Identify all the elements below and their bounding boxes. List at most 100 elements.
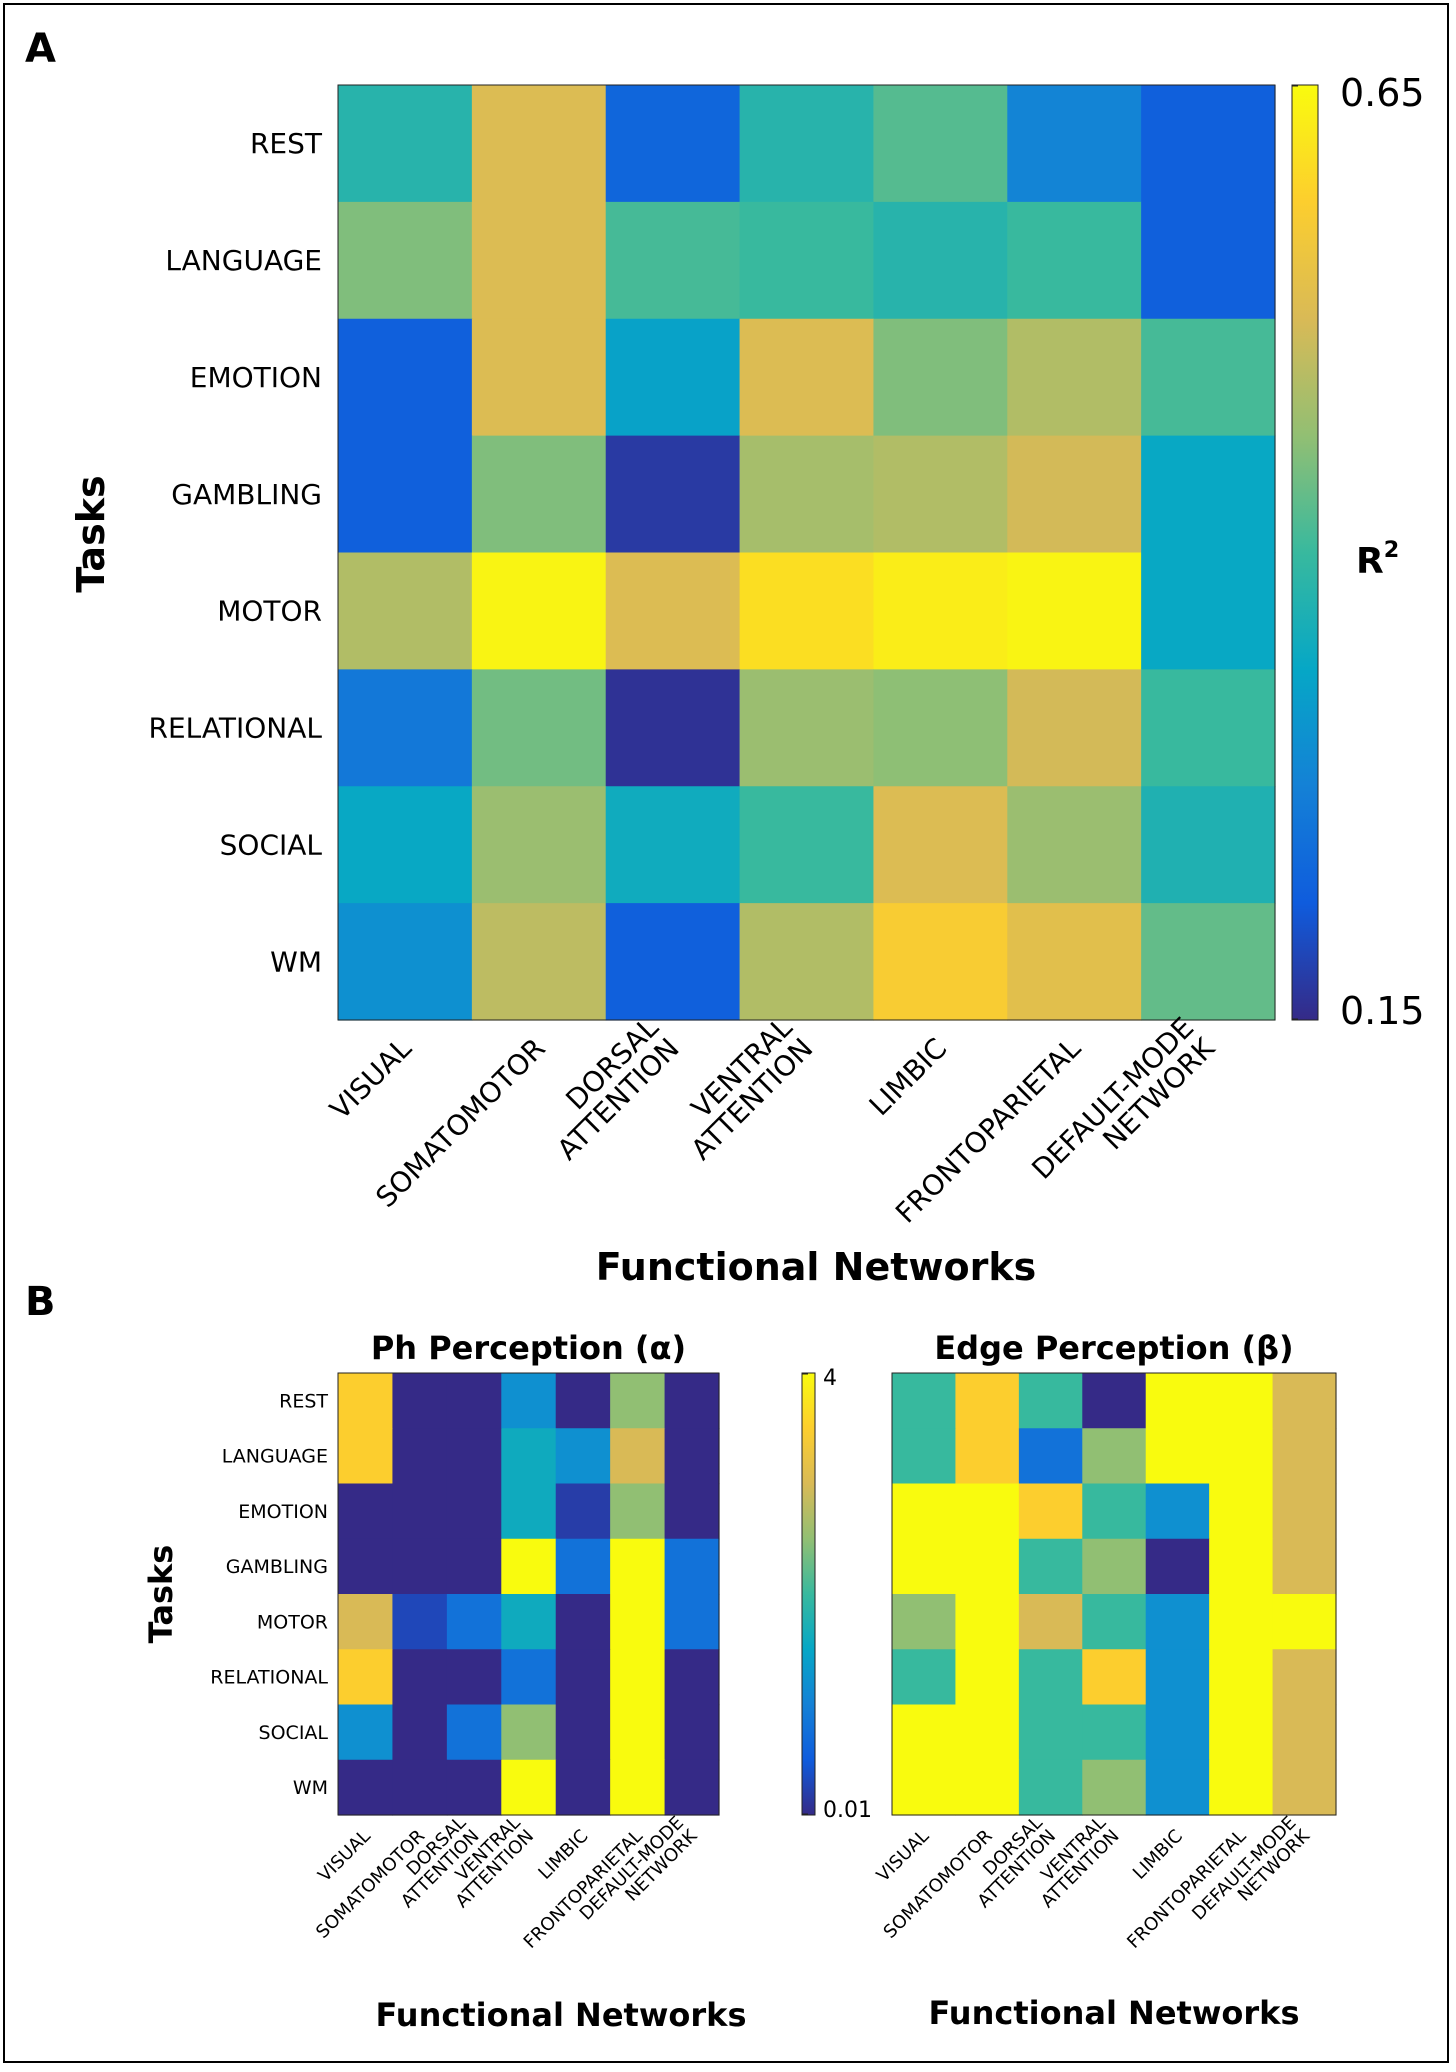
heatmap-cell-b-ph-wm-ventral-attention xyxy=(501,1759,557,1816)
heatmap-cell-b-edge-r3-limbic xyxy=(1145,1483,1210,1540)
heatmap-cell-b-ph-language-frontoparietal xyxy=(610,1428,666,1485)
heatmap-cell-b-edge-r8-visual xyxy=(892,1759,957,1816)
heatmap-cell-b-edge-r7-ventral-attention xyxy=(1082,1704,1147,1761)
heatmap-cell-b-edge-r4-ventral-attention xyxy=(1082,1538,1147,1595)
heatmap-cell-a-gambling-limbic xyxy=(873,435,1008,554)
heatmap-cell-a-relational-somatomotor xyxy=(471,669,607,787)
heatmap-cell-b-ph-social-visual xyxy=(338,1704,394,1761)
heatmap-cell-b-ph-language-default-mode-network xyxy=(664,1428,720,1485)
heatmap-cell-b-edge-r8-somatomotor xyxy=(955,1759,1020,1816)
heatmap-cell-a-motor-limbic xyxy=(873,552,1008,670)
heatmap-cell-b-ph-social-default-mode-network xyxy=(664,1704,720,1761)
colorbar-min-label-b-ph: 0.01 xyxy=(823,1798,872,1823)
heatmap-cell-b-ph-wm-default-mode-network xyxy=(664,1759,720,1816)
row-label-a-wm: WM xyxy=(270,945,322,978)
heatmap-cell-a-language-ventral-attention xyxy=(739,201,875,320)
heatmap-cell-b-edge-r6-visual xyxy=(892,1649,957,1706)
heatmap-cell-a-motor-ventral-attention xyxy=(739,552,875,670)
row-label-b-ph-wm: WM xyxy=(293,1777,328,1799)
heatmap-cell-b-edge-r3-somatomotor xyxy=(955,1483,1020,1540)
x-axis-label-b-edge: Functional Networks xyxy=(929,1994,1300,2032)
heatmap-cell-b-edge-r5-dorsal-attention xyxy=(1018,1594,1083,1650)
y-axis-label-b-ph: Tasks xyxy=(142,1545,180,1644)
heatmap-cell-b-edge-r3-ventral-attention xyxy=(1082,1483,1147,1540)
heatmap-cell-b-edge-r6-limbic xyxy=(1145,1649,1210,1706)
heatmap-cell-b-edge-r2-visual xyxy=(892,1428,957,1485)
heatmap-cell-b-ph-emotion-frontoparietal xyxy=(610,1483,666,1540)
heatmap-cell-b-ph-language-dorsal-attention xyxy=(446,1428,502,1485)
heatmap-cell-b-ph-wm-dorsal-attention xyxy=(446,1759,502,1816)
row-label-a-language: LANGUAGE xyxy=(165,244,322,277)
heatmap-cell-b-ph-emotion-dorsal-attention xyxy=(446,1483,502,1540)
heatmap-cell-b-ph-social-frontoparietal xyxy=(610,1704,666,1761)
row-label-b-ph-motor: MOTOR xyxy=(257,1611,328,1633)
colorbar-b-ph xyxy=(801,1372,816,1816)
heatmap-cell-a-language-somatomotor xyxy=(471,201,607,320)
heatmap-cell-a-motor-dorsal-attention xyxy=(605,552,741,670)
heatmap-cell-b-ph-gambling-visual xyxy=(338,1538,394,1595)
x-axis-label-b-ph: Functional Networks xyxy=(376,1996,747,2034)
heatmap-cell-a-gambling-dorsal-attention xyxy=(605,435,741,554)
heatmap-cell-b-edge-r8-default-mode-network xyxy=(1272,1759,1337,1816)
heatmap-cell-b-edge-r2-default-mode-network xyxy=(1272,1428,1337,1485)
colorbar-a xyxy=(1291,84,1319,1021)
heatmap-cell-b-edge-r2-ventral-attention xyxy=(1082,1428,1147,1485)
heatmap-cell-b-edge-r4-visual xyxy=(892,1538,957,1595)
colorbar-max-label-b-ph: 4 xyxy=(823,1366,837,1391)
heatmap-cell-b-edge-r7-default-mode-network xyxy=(1272,1704,1337,1761)
row-label-b-ph-gambling: GAMBLING xyxy=(226,1556,328,1578)
plot-border-b-ph xyxy=(337,1372,720,1816)
row-label-a-gambling: GAMBLING xyxy=(171,478,322,511)
heatmap-cell-b-edge-r1-default-mode-network xyxy=(1272,1373,1337,1429)
row-label-a-relational: RELATIONAL xyxy=(149,712,323,745)
heatmap-cell-a-rest-dorsal-attention xyxy=(605,85,741,203)
heatmap-cell-b-ph-language-ventral-attention xyxy=(501,1428,557,1485)
heatmap-cell-a-relational-ventral-attention xyxy=(739,669,875,787)
heatmap-cell-b-ph-social-ventral-attention xyxy=(501,1704,557,1761)
row-label-b-ph-language: LANGUAGE xyxy=(222,1446,328,1468)
colorbar-min-label-a: 0.15 xyxy=(1340,989,1425,1033)
heatmap-cell-a-rest-visual xyxy=(338,85,473,203)
heatmap-cell-a-motor-frontoparietal xyxy=(1007,552,1142,670)
heatmap-cell-a-motor-visual xyxy=(338,552,473,670)
heatmap-cell-a-emotion-dorsal-attention xyxy=(605,318,741,437)
heatmap-cell-a-wm-frontoparietal xyxy=(1007,903,1142,1021)
heatmap-cell-b-ph-emotion-visual xyxy=(338,1483,394,1540)
heatmap-cell-b-ph-motor-frontoparietal xyxy=(610,1594,666,1650)
heatmap-cell-a-rest-limbic xyxy=(873,85,1008,203)
heatmap-cell-b-ph-rest-limbic xyxy=(555,1373,611,1429)
heatmap-cell-a-rest-default-mode-network xyxy=(1141,85,1276,203)
heatmap-cell-a-gambling-ventral-attention xyxy=(739,435,875,554)
row-label-a-rest: REST xyxy=(250,127,323,160)
heatmap-cell-a-gambling-default-mode-network xyxy=(1141,435,1276,554)
heatmap-cell-a-relational-frontoparietal xyxy=(1007,669,1142,787)
heatmap-cell-b-ph-relational-dorsal-attention xyxy=(446,1649,502,1706)
heatmap-cell-b-edge-r7-somatomotor xyxy=(955,1704,1020,1761)
heatmap-cell-b-ph-wm-frontoparietal xyxy=(610,1759,666,1816)
heatmap-cell-b-ph-motor-somatomotor xyxy=(392,1594,448,1650)
heatmap-cell-a-wm-ventral-attention xyxy=(739,903,875,1021)
heatmap-cell-b-edge-r8-frontoparietal xyxy=(1209,1759,1274,1816)
heatmap-cell-b-ph-motor-visual xyxy=(338,1594,394,1650)
heatmap-cell-a-emotion-ventral-attention xyxy=(739,318,875,437)
plot-border-b-edge xyxy=(891,1372,1337,1816)
heatmap-cell-b-edge-r1-dorsal-attention xyxy=(1018,1373,1083,1429)
heatmap-cell-a-language-frontoparietal xyxy=(1007,201,1142,320)
row-label-b-ph-social: SOCIAL xyxy=(259,1722,329,1744)
heatmap-cell-b-ph-gambling-somatomotor xyxy=(392,1538,448,1595)
heatmap-cell-a-rest-somatomotor xyxy=(471,85,607,203)
heatmap-cell-b-edge-r4-somatomotor xyxy=(955,1538,1020,1595)
heatmap-cell-b-edge-r8-limbic xyxy=(1145,1759,1210,1816)
heatmap-cell-b-ph-wm-limbic xyxy=(555,1759,611,1816)
row-label-b-ph-rest: REST xyxy=(279,1390,328,1412)
heatmap-cell-a-social-default-mode-network xyxy=(1141,786,1276,904)
heatmap-cell-b-edge-r1-visual xyxy=(892,1373,957,1429)
row-label-a-social: SOCIAL xyxy=(220,828,323,861)
heatmap-cell-b-edge-r8-dorsal-attention xyxy=(1018,1759,1083,1816)
heatmap-cell-a-language-dorsal-attention xyxy=(605,201,741,320)
heatmap-cell-b-edge-r6-somatomotor xyxy=(955,1649,1020,1706)
heatmap-cell-a-rest-frontoparietal xyxy=(1007,85,1142,203)
heatmap-cell-a-gambling-frontoparietal xyxy=(1007,435,1142,554)
